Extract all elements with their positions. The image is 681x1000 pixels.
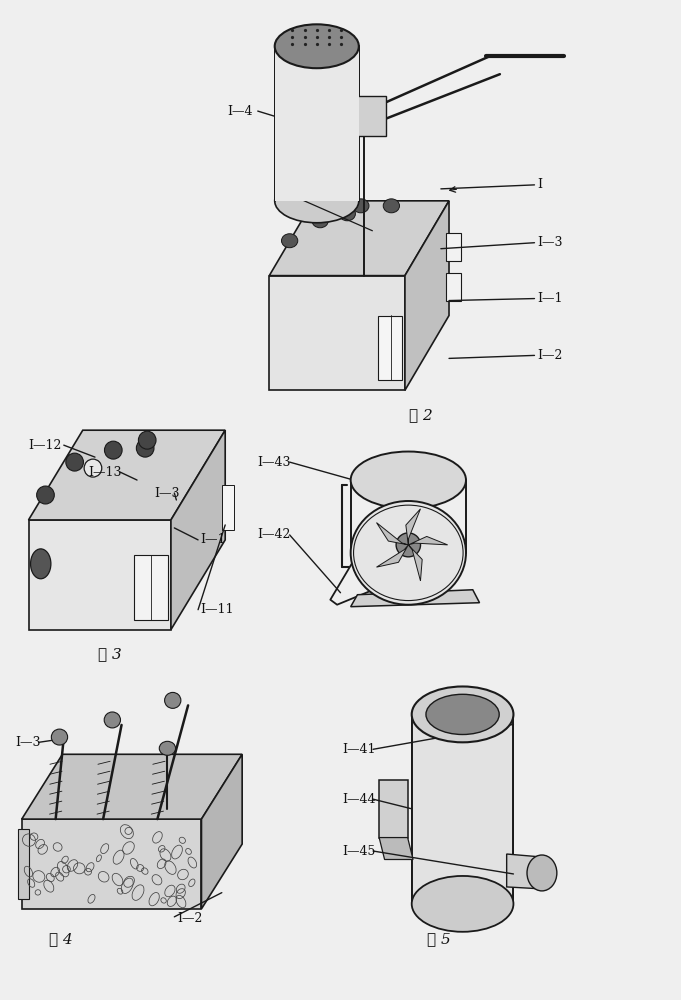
Ellipse shape — [351, 452, 466, 509]
Ellipse shape — [274, 24, 359, 68]
Bar — [133, 555, 168, 620]
Text: I—12: I—12 — [29, 439, 62, 452]
Ellipse shape — [66, 453, 84, 471]
Text: I—41: I—41 — [343, 743, 376, 756]
Ellipse shape — [51, 729, 67, 745]
Polygon shape — [406, 509, 420, 545]
Ellipse shape — [383, 199, 400, 213]
Polygon shape — [269, 201, 449, 276]
Polygon shape — [379, 838, 413, 859]
Ellipse shape — [351, 501, 466, 605]
Polygon shape — [377, 523, 409, 545]
Polygon shape — [269, 276, 405, 390]
Ellipse shape — [527, 855, 557, 891]
Text: I—43: I—43 — [257, 456, 291, 469]
Text: I—1: I—1 — [200, 533, 225, 546]
Bar — [222, 485, 234, 530]
Polygon shape — [29, 430, 225, 520]
Polygon shape — [409, 536, 447, 545]
Text: 图 3: 图 3 — [98, 648, 122, 662]
Ellipse shape — [274, 179, 359, 223]
Text: I—2: I—2 — [537, 349, 563, 362]
Polygon shape — [377, 545, 409, 567]
Ellipse shape — [104, 712, 121, 728]
Text: I—3: I—3 — [537, 236, 563, 249]
Text: I—2: I—2 — [178, 912, 203, 925]
Text: I—3: I—3 — [154, 487, 180, 500]
Text: 图 4: 图 4 — [49, 932, 73, 946]
Ellipse shape — [426, 694, 499, 735]
Polygon shape — [405, 201, 449, 390]
Ellipse shape — [136, 439, 154, 457]
Text: 图 2: 图 2 — [409, 408, 432, 422]
Bar — [352, 96, 386, 136]
Text: I—44: I—44 — [343, 793, 376, 806]
Ellipse shape — [396, 533, 421, 557]
Ellipse shape — [138, 431, 156, 449]
Text: I—11: I—11 — [200, 603, 234, 616]
Ellipse shape — [353, 199, 369, 213]
Text: 图 5: 图 5 — [427, 932, 451, 946]
Polygon shape — [22, 754, 242, 819]
Bar — [18, 829, 29, 899]
Ellipse shape — [281, 234, 298, 248]
Ellipse shape — [159, 741, 176, 755]
Bar — [445, 273, 460, 301]
Ellipse shape — [165, 692, 181, 708]
Ellipse shape — [312, 214, 328, 228]
Polygon shape — [171, 430, 225, 630]
Text: I—13: I—13 — [89, 466, 122, 479]
Text: I—42: I—42 — [257, 528, 291, 541]
Polygon shape — [351, 590, 479, 607]
Ellipse shape — [84, 459, 101, 477]
Ellipse shape — [31, 549, 51, 579]
Text: I—1: I—1 — [537, 292, 563, 305]
Polygon shape — [22, 819, 202, 909]
Polygon shape — [409, 545, 422, 581]
Bar — [274, 46, 359, 201]
Bar — [445, 233, 460, 261]
Text: I—45: I—45 — [343, 845, 376, 858]
Ellipse shape — [339, 207, 355, 221]
Ellipse shape — [412, 876, 513, 932]
Bar — [378, 316, 402, 380]
Ellipse shape — [37, 486, 54, 504]
Polygon shape — [29, 520, 171, 630]
Ellipse shape — [104, 441, 122, 459]
Text: I: I — [537, 178, 542, 191]
Bar — [412, 714, 513, 904]
Polygon shape — [202, 754, 242, 909]
Ellipse shape — [412, 686, 513, 742]
Polygon shape — [379, 780, 408, 838]
Polygon shape — [507, 854, 542, 889]
Text: I—4: I—4 — [227, 105, 253, 118]
Text: I—3: I—3 — [15, 736, 40, 749]
